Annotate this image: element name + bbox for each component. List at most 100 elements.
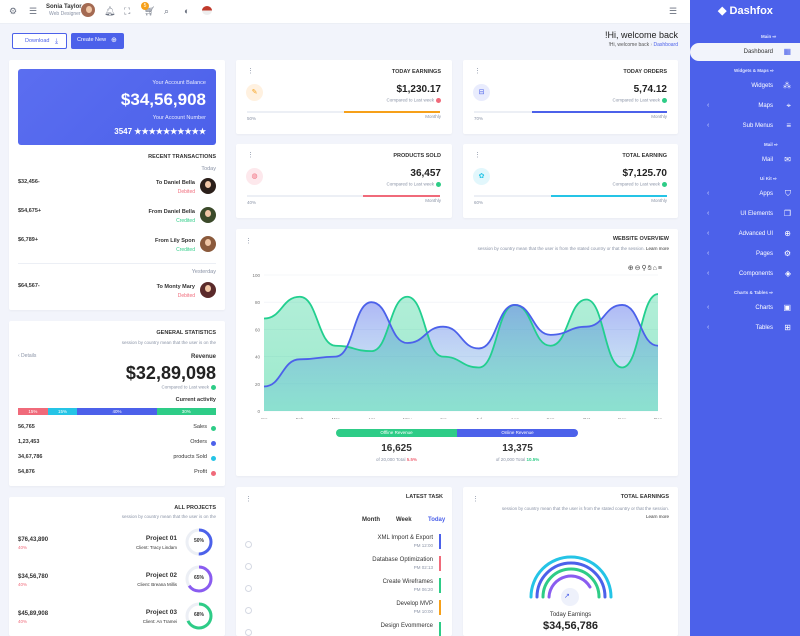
stat-row-value: 56,765	[18, 424, 35, 430]
sidebar-item-components[interactable]: ‹ Components ◈	[690, 268, 800, 282]
bell-icon[interactable]: 🔔︎	[104, 6, 116, 16]
sidebar-item-ui-elements[interactable]: ‹ UI Elements ❐	[690, 208, 800, 222]
learn-more-link[interactable]: Learn more	[645, 514, 669, 519]
x-tick-label: Apr	[368, 417, 376, 419]
revenue-value: $32,89,098	[125, 363, 216, 383]
zoom-in-icon[interactable]: ⊕	[627, 265, 635, 272]
home-icon[interactable]: ⌂	[652, 265, 658, 272]
project-client: Client: Breana Millis	[137, 582, 177, 587]
project-name[interactable]: Project 02	[145, 572, 177, 579]
sidebar-item-mail[interactable]: Mail ✉	[690, 154, 800, 168]
create-new-button[interactable]: Create New ⊕	[71, 33, 124, 49]
more-vertical-icon[interactable]: ⋮	[245, 496, 252, 503]
task-color-bar	[439, 578, 441, 593]
stat-title: TOTAL EARNING	[622, 153, 667, 159]
task-checkbox[interactable]	[245, 607, 252, 614]
details-link[interactable]: ‹ Details	[18, 353, 37, 359]
project-name[interactable]: Project 03	[145, 609, 177, 616]
offline-revenue-value: 16,625	[381, 443, 412, 454]
sidebar-item-tables[interactable]: ‹ Tables ⊞	[690, 322, 800, 336]
menu-icon[interactable]: ≡	[657, 265, 663, 272]
transactions-yesterday-label: Yesterday	[191, 269, 216, 275]
brand-name: Dashfox	[729, 5, 773, 17]
moon-icon[interactable]: ◐	[184, 6, 190, 16]
table-icon: ⊞	[784, 323, 791, 332]
tab-week[interactable]: Week	[396, 517, 412, 523]
more-vertical-icon[interactable]: ⋮	[474, 152, 481, 159]
sidebar-section-widgets: Widgets & Maps ⇨	[734, 68, 774, 73]
project-name[interactable]: Project 01	[145, 535, 177, 542]
pan-icon[interactable]: ✋︎	[647, 265, 653, 272]
task-name: XML Import & Export	[377, 535, 433, 541]
task-checkbox[interactable]	[245, 629, 252, 636]
overview-subtitle: session by country mean that the user is…	[477, 246, 669, 251]
sidebar-item-label: Apps	[759, 191, 773, 197]
learn-more-link[interactable]: Learn more	[645, 246, 669, 251]
more-vertical-icon[interactable]: ⋮	[474, 68, 481, 75]
avatar	[200, 236, 216, 252]
x-tick-label: Jan	[260, 417, 268, 419]
balance-amount: $34,56,908	[120, 90, 206, 109]
x-tick-label: Aug	[511, 417, 520, 419]
sidebar-item-dashboard[interactable]: Dashboard ▦	[690, 46, 800, 60]
task-checkbox[interactable]	[245, 585, 252, 592]
tab-month[interactable]: Month	[362, 517, 380, 523]
more-vertical-icon[interactable]: ⋮	[247, 152, 254, 159]
sidebar-item-apps[interactable]: ‹ Apps ⛉	[690, 188, 800, 202]
sidebar-item-pages[interactable]: ‹ Pages ⚙	[690, 248, 800, 262]
download-button[interactable]: Download ⤓	[12, 33, 67, 49]
project-amount: $45,89,908	[18, 611, 49, 617]
fullscreen-icon[interactable]: ⛶	[124, 6, 131, 16]
sidebar-item-label: Sub Menus	[742, 123, 773, 129]
copy-icon: ❐	[783, 209, 791, 218]
tab-today[interactable]: Today	[428, 517, 446, 523]
more-vertical-icon[interactable]: ⋮	[245, 238, 252, 245]
search-icon[interactable]: ⚲	[641, 265, 648, 272]
user-name: Sonia Taylor	[46, 4, 82, 10]
website-overview-card: ⋮ WEBSITE OVERVIEW session by country me…	[236, 229, 678, 476]
sidebar-item-charts[interactable]: ‹ Charts ▣	[690, 302, 800, 316]
search-icon[interactable]: ⌕	[164, 6, 170, 16]
series-1-area	[264, 302, 658, 411]
task-time: PM 10:00	[413, 609, 433, 614]
more-vertical-icon[interactable]: ⋮	[472, 496, 479, 503]
sidebar-item-widgets[interactable]: Widgets ⁂	[690, 80, 800, 94]
task-checkbox[interactable]	[245, 563, 252, 570]
gear-icon[interactable]: ⚙	[9, 6, 18, 16]
more-vertical-icon[interactable]: ⋮	[247, 68, 254, 75]
online-revenue-total: of 20,000 Total 10.5%	[495, 457, 540, 462]
globe-icon: ⊕	[784, 229, 791, 238]
list-item[interactable]: $32,456- To Daniel Bella Debited	[9, 174, 225, 204]
brand-logo[interactable]: ◆ Dashfox	[718, 4, 773, 17]
account-number: 3547 ★★★★★★★★★★	[114, 127, 206, 136]
zoom-out-icon[interactable]: ⊖	[634, 265, 642, 272]
stat-value: 36,457	[410, 168, 441, 179]
activity-segment: 15%	[47, 408, 78, 415]
hamburger-icon[interactable]: ☰	[29, 6, 38, 16]
flag-icon[interactable]	[202, 6, 212, 15]
list-item[interactable]: $64,567- To Monty Mary Debited	[9, 278, 225, 308]
task-checkbox[interactable]	[245, 541, 252, 548]
latest-task-card: ⋮ LATEST TASK Month Week Today XML Impor…	[236, 487, 452, 636]
task-time: PM 12:00	[413, 543, 433, 548]
logo-icon: ◆	[718, 5, 727, 17]
sidebar-item-maps[interactable]: ‹ Maps ⌖	[690, 100, 800, 114]
x-tick-label: Mar	[332, 417, 340, 419]
y-tick-label: 80	[255, 300, 261, 305]
list-item[interactable]: $6,789+ From Lily Spon Credited	[9, 232, 225, 262]
cart-icon[interactable]: 🛒︎	[144, 6, 156, 16]
revenue-label: Revenue	[190, 354, 216, 360]
stat-card: ⋮ TODAY EARNINGS ✎ $1,230.17 Compared to Las…	[236, 60, 452, 134]
stat-row-value: 54,876	[18, 469, 35, 475]
user-avatar[interactable]	[81, 3, 95, 17]
sidebar-item-submenus[interactable]: ‹ Sub Menus ≡	[690, 120, 800, 134]
task-color-bar	[439, 534, 441, 549]
stat-compare: Compared to Last week	[612, 98, 667, 103]
stat-title: TODAY ORDERS	[623, 69, 667, 75]
stat-percent: 50%	[247, 116, 257, 121]
breadcrumb-home[interactable]: !Hi, welcome back	[608, 42, 650, 48]
list-item[interactable]: $54,675+ From Daniel Bella Credited	[9, 203, 225, 233]
stat-compare: Compared to Last week	[386, 182, 441, 187]
sidebar-item-advanced-ui[interactable]: ‹ Advanced UI ⊕	[690, 228, 800, 242]
menu-icon[interactable]: ☰	[669, 6, 678, 16]
